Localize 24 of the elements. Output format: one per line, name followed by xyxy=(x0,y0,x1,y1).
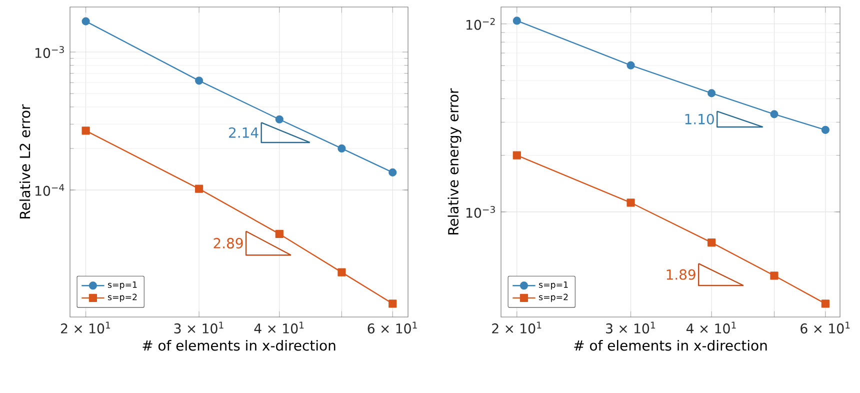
y-axis-title: Relative energy error xyxy=(448,88,462,234)
legend-label: s=p=2 xyxy=(108,294,137,302)
x-tick-label: 6 × 10$^{1}$ xyxy=(800,322,850,334)
x-tick-label: 3 × 10$^{1}$ xyxy=(174,322,224,334)
legend-label: s=p=1 xyxy=(539,281,568,290)
x-tick-label: 6 × 10$^{1}$ xyxy=(368,322,417,334)
y-tick-label: 10$^{−3}$ xyxy=(36,46,64,58)
annotation: 2.89 xyxy=(214,238,243,248)
legend-label: s=p=2 xyxy=(539,294,568,302)
annotation: 1.89 xyxy=(666,269,696,280)
x-tick-label: 2 × 10$^{1}$ xyxy=(492,322,542,334)
x-axis-title: # of elements in x-direction xyxy=(574,340,767,351)
x-tick-label: 3 × 10$^{1}$ xyxy=(606,322,656,334)
y-tick-label: 10$^{−2}$ xyxy=(466,18,495,30)
y-tick-label: 10$^{−4}$ xyxy=(36,184,64,196)
x-axis-title: # of elements in x-direction xyxy=(142,340,336,351)
x-tick-label: 4 × 10$^{1}$ xyxy=(686,322,736,334)
y-tick-label: 10$^{−3}$ xyxy=(466,206,495,218)
annotation: 2.14 xyxy=(229,127,258,138)
legend-label: s=p=1 xyxy=(108,281,137,290)
x-tick-label: 2 × 10$^{1}$ xyxy=(61,322,110,334)
annotation: 1.10 xyxy=(685,114,714,124)
y-axis-title: Relative L2 error xyxy=(19,104,30,218)
x-tick-label: 4 × 10$^{1}$ xyxy=(254,322,304,334)
